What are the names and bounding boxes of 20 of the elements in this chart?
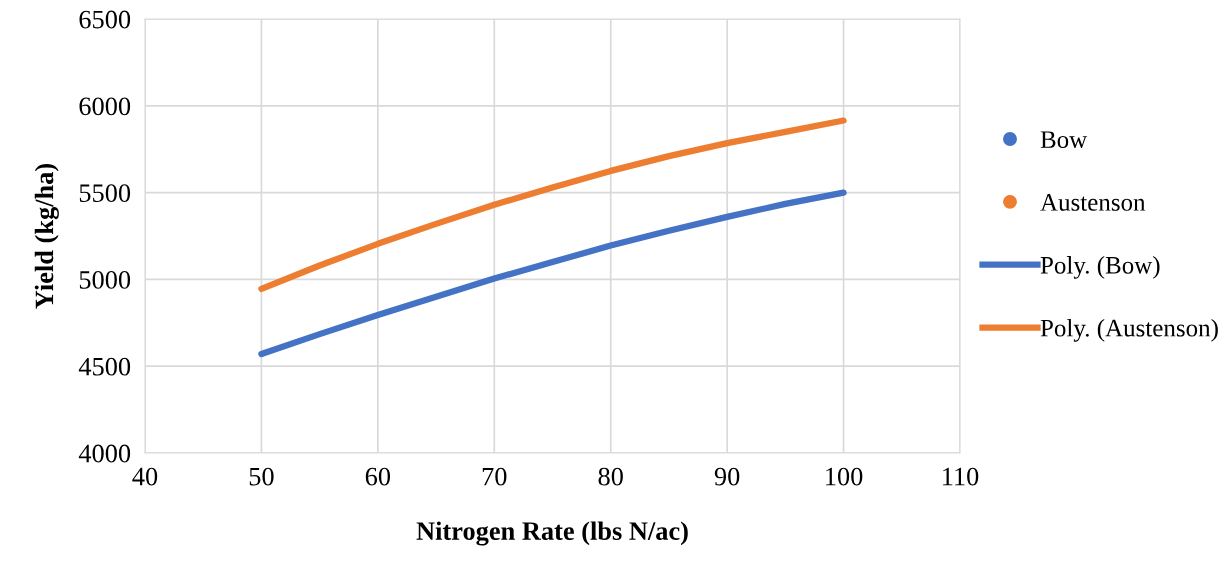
x-tick-label: 40	[132, 467, 158, 486]
x-tick-label: 80	[598, 467, 623, 486]
legend-label: Poly. (Austenson)	[1040, 318, 1218, 342]
x-tick-label: 100	[826, 467, 863, 486]
x-tick-label: 110	[943, 467, 979, 486]
y-tick-label: 4500	[78, 357, 131, 376]
y-tick-label: 6500	[79, 10, 131, 29]
y-tick-label: 4000	[78, 444, 131, 463]
legend-label: Austenson	[1040, 194, 1146, 211]
y-tick-label: 6000	[79, 97, 131, 116]
y-axis-title: Yield (kg/ha)	[34, 163, 59, 309]
y-tick-label: 5000	[79, 271, 131, 289]
y-tick-label: 5500	[79, 184, 131, 203]
x-tick-label: 70	[482, 467, 507, 486]
x-axis-title: Nitrogen Rate (lbs N/ac)	[416, 521, 688, 546]
x-tick-label: 90	[714, 467, 740, 486]
legend-label: Poly. (Bow)	[1040, 256, 1160, 279]
x-tick-label: 60	[365, 467, 391, 486]
x-tick-label: 50	[249, 467, 274, 486]
legend-label: Bow	[1040, 131, 1088, 149]
